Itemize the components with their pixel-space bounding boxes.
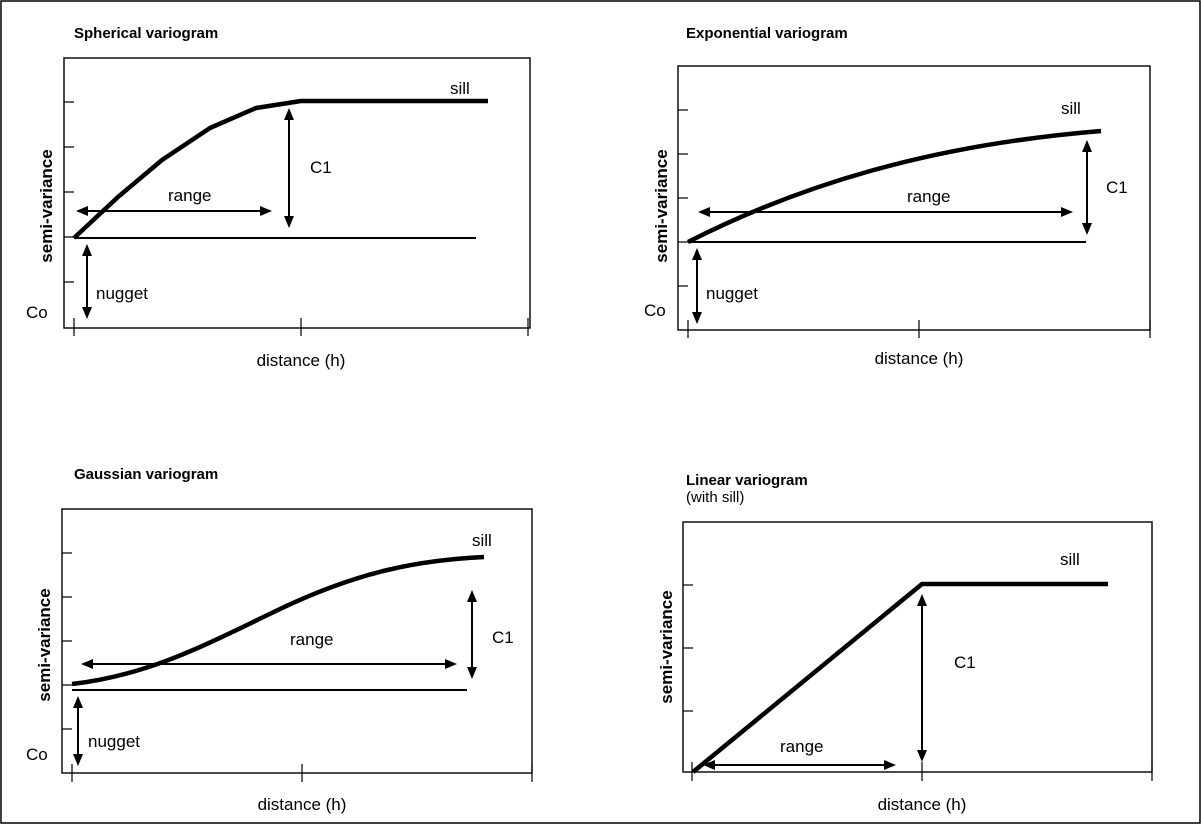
arrowhead [692, 312, 702, 324]
gaussian-panel: Gaussian variogram sill C1 range [26, 466, 533, 814]
linear-y-axis-label: semi-variance [657, 590, 676, 703]
arrowhead [884, 760, 896, 770]
exponential-range-label: range [907, 187, 950, 206]
gaussian-x-ticks [71, 764, 533, 782]
linear-range-label: range [780, 737, 823, 756]
linear-y-ticks [683, 584, 693, 712]
exponential-x-axis-label: distance (h) [875, 349, 964, 368]
linear-subtitle: (with sill) [686, 489, 744, 506]
exponential-panel: Exponential variogram sill C1 range [644, 25, 1151, 368]
gaussian-curve [71, 554, 485, 687]
spherical-y-axis-label: semi-variance [37, 149, 56, 262]
arrowhead [703, 760, 715, 770]
arrowhead [260, 206, 272, 216]
spherical-nugget-label: nugget [96, 284, 148, 303]
arrowhead [917, 594, 927, 606]
spherical-range-label: range [168, 186, 211, 205]
linear-x-ticks [691, 762, 1153, 781]
linear-sill-label: sill [1060, 550, 1080, 569]
exponential-sill-label: sill [1061, 99, 1081, 118]
arrowhead [445, 659, 457, 669]
gaussian-y-ticks [62, 552, 72, 730]
arrowhead [1061, 207, 1073, 217]
spherical-x-axis-label: distance (h) [257, 351, 346, 370]
spherical-title: Spherical variogram [74, 25, 218, 42]
exponential-y-ticks [678, 109, 688, 287]
gaussian-c1-label: C1 [492, 628, 514, 647]
exponential-x-ticks [687, 320, 1151, 338]
arrowhead [284, 216, 294, 228]
gaussian-nugget-label: nugget [88, 732, 140, 751]
arrowhead [698, 207, 710, 217]
arrowhead [467, 590, 477, 602]
arrowhead [1082, 140, 1092, 152]
gaussian-title: Gaussian variogram [74, 466, 218, 483]
arrowhead [82, 244, 92, 256]
exponential-curve [686, 128, 1102, 245]
gaussian-range-label: range [290, 630, 333, 649]
arrowhead [917, 750, 927, 762]
arrowhead [73, 696, 83, 708]
linear-panel: Linear variogram (with sill) sill C1 ran… [657, 472, 1153, 814]
arrowhead [81, 659, 93, 669]
arrowhead [73, 754, 83, 766]
linear-plot-frame [682, 521, 1153, 773]
spherical-plot-frame [63, 57, 531, 329]
gaussian-x-axis-label: distance (h) [258, 795, 347, 814]
arrowhead [692, 248, 702, 260]
linear-title: Linear variogram [686, 472, 808, 489]
linear-curve [691, 581, 1108, 774]
arrowhead [467, 667, 477, 679]
exponential-nugget-label: nugget [706, 284, 758, 303]
exponential-y-axis-label: semi-variance [652, 149, 671, 262]
arrowhead [82, 307, 92, 319]
exponential-co-label: Co [644, 301, 666, 320]
gaussian-co-label: Co [26, 745, 48, 764]
spherical-c1-label: C1 [310, 158, 332, 177]
exponential-c1-label: C1 [1106, 178, 1128, 197]
gaussian-sill-label: sill [472, 531, 492, 550]
linear-c1-label: C1 [954, 653, 976, 672]
spherical-x-ticks [73, 318, 529, 336]
spherical-panel: Spherical variogram sill C1 range [26, 25, 531, 370]
arrowhead [1082, 223, 1092, 235]
arrowhead [76, 206, 88, 216]
spherical-sill-label: sill [450, 79, 470, 98]
arrowhead [284, 108, 294, 120]
spherical-curve [72, 98, 488, 240]
spherical-co-label: Co [26, 303, 48, 322]
spherical-y-ticks [64, 101, 74, 283]
gaussian-y-axis-label: semi-variance [35, 588, 54, 701]
exponential-title: Exponential variogram [686, 25, 848, 42]
linear-x-axis-label: distance (h) [878, 795, 967, 814]
